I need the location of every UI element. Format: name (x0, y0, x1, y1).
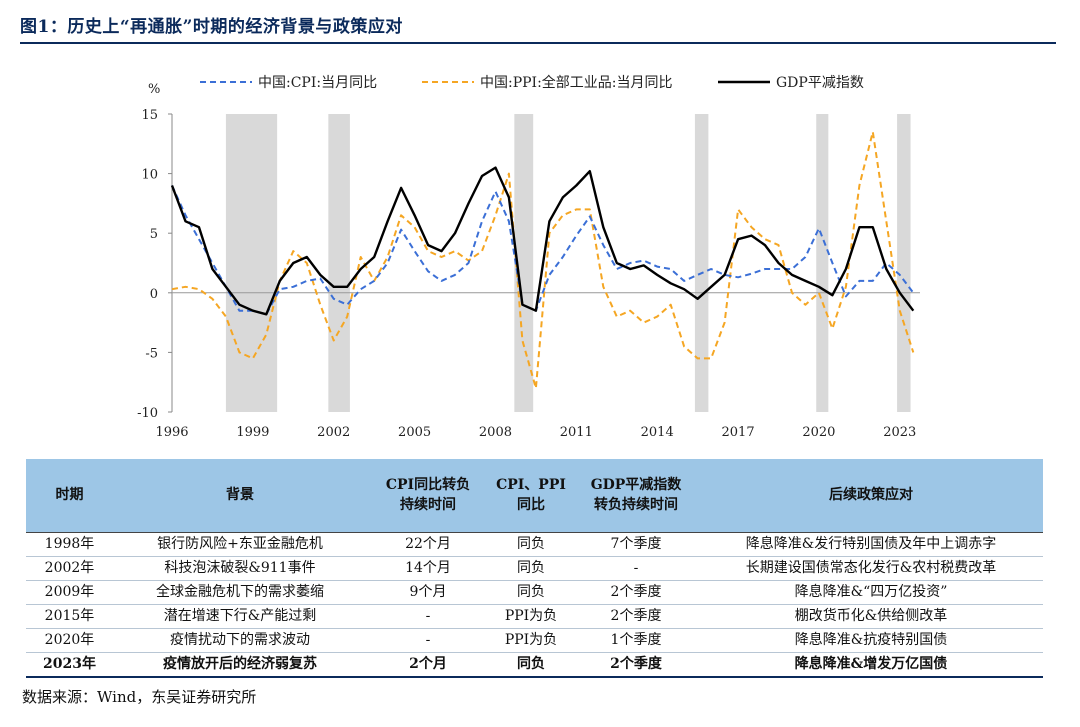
legend-label-ppi: 中国:PPI:全部工业品:当月同比 (480, 74, 673, 91)
shaded-period (897, 114, 911, 412)
shaded-period (816, 114, 829, 412)
cell-background: 疫情放开后的经济弱复苏 (113, 652, 367, 678)
shaded-period (328, 114, 350, 412)
x-tick-label: 2023 (883, 425, 916, 440)
shaded-period (694, 114, 709, 412)
cell-cpi-ppi: PPI为负 (489, 604, 573, 629)
y-tick-label: -5 (145, 346, 158, 361)
cell-period: 2023年 (26, 652, 113, 678)
cell-cpi-duration: 14个月 (367, 556, 489, 581)
y-tick-label: 0 (150, 287, 158, 302)
y-tick-label: -10 (137, 406, 158, 421)
cell-policy: 降息降准&“四万亿投资” (699, 580, 1043, 605)
cell-background: 疫情扰动下的需求波动 (113, 628, 367, 653)
legend-label-gdp-deflator: GDP平减指数 (776, 75, 864, 91)
table-row: 2015年 潜在增速下行&产能过剩 - PPI为负 2个季度 棚改货币化&供给侧改革 (26, 604, 1043, 629)
chart-series (170, 130, 915, 390)
col-header-policy: 后续政策应对 (699, 459, 1043, 532)
col-header-gdp-deflator-text: GDP平减指数转负持续时间 (590, 477, 682, 514)
figure-title: 图1：历史上“再通胀”时期的经济背景与政策应对 (20, 17, 403, 37)
x-tick-label: 2020 (802, 425, 835, 440)
cell-background: 全球金融危机下的需求萎缩 (113, 580, 367, 605)
x-tick-label: 1999 (236, 425, 269, 440)
series-line-ppi (171, 130, 915, 390)
title-rule (20, 42, 1056, 44)
cell-cpi-duration: - (367, 628, 489, 653)
cell-cpi-duration: - (367, 604, 489, 629)
x-tick-label: 2017 (722, 425, 755, 440)
recession-shading (225, 114, 911, 412)
cell-cpi-ppi: 同负 (489, 652, 573, 678)
cell-cpi-ppi: 同负 (489, 556, 573, 581)
y-tick-label: 15 (141, 108, 158, 123)
col-header-cpi-ppi-text: CPI、PPI同比 (496, 477, 566, 514)
table-row: 2020年 疫情扰动下的需求波动 - PPI为负 1个季度 降息降准&抗疫特别国债 (26, 628, 1043, 653)
x-tick-label: 2008 (479, 425, 512, 440)
cell-background: 潜在增速下行&产能过剩 (113, 604, 367, 629)
cell-period: 2002年 (26, 556, 113, 581)
y-axis-unit: % (148, 82, 160, 97)
cell-period: 1998年 (26, 531, 113, 557)
cell-background: 银行防风险+东亚金融危机 (113, 531, 367, 557)
cell-gdp-deflator: 2个季度 (573, 604, 699, 629)
cell-period: 2015年 (26, 604, 113, 629)
col-header-cpi-duration-text: CPI同比转负持续时间 (385, 477, 471, 514)
x-tick-label: 1996 (155, 425, 188, 440)
cell-gdp-deflator: 2个季度 (573, 580, 699, 605)
series-line-gdp-deflator (170, 166, 915, 316)
x-tick-label: 2002 (317, 425, 350, 440)
col-header-background: 背景 (113, 459, 367, 532)
chart-axes: -10 -5 0 5 10 15% 1996 1999 2002 2005 2008 2011 2014… (137, 82, 920, 440)
shaded-period (514, 114, 534, 412)
policy-table: 时期 背景 CPI同比转负持续时间 CPI、PPI同比 GDP平减指数转负持续时… (26, 459, 1043, 678)
cell-background: 科技泡沫破裂&911事件 (113, 556, 367, 581)
legend-label-cpi: 中国:CPI:当月同比 (258, 75, 377, 91)
shaded-period (225, 114, 278, 412)
cell-policy: 降息降准&增发万亿国债 (699, 652, 1043, 678)
cell-policy: 降息降准&发行特别国债及年中上调赤字 (699, 531, 1043, 557)
cell-policy: 降息降准&抗疫特别国债 (699, 628, 1043, 653)
cell-period: 2020年 (26, 628, 113, 653)
cell-cpi-duration: 9个月 (367, 580, 489, 605)
col-header-cpi-ppi: CPI、PPI同比 (489, 459, 573, 532)
col-header-cpi-duration: CPI同比转负持续时间 (367, 459, 489, 532)
series-line-cpi (171, 185, 915, 316)
cell-gdp-deflator: 1个季度 (573, 628, 699, 653)
x-tick-label: 2005 (398, 425, 431, 440)
col-header-period: 时期 (26, 459, 113, 532)
x-tick-label: 2011 (560, 425, 593, 440)
cell-policy: 棚改货币化&供给侧改革 (699, 604, 1043, 629)
cell-cpi-ppi: PPI为负 (489, 628, 573, 653)
policy-table-body: 1998年 银行防风险+东亚金融危机 22个月 同负 7个季度 降息降准&发行特别国债及年… (26, 531, 1043, 678)
inflation-line-chart: -10 -5 0 5 10 15% 1996 1999 2002 2005 2008 2011 2014… (137, 74, 920, 440)
cell-policy: 长期建设国债常态化发行&农村税费改革 (699, 556, 1043, 581)
y-tick-label: 5 (150, 227, 158, 242)
chart-legend: 中国:CPI:当月同比 中国:PPI:全部工业品:当月同比 GDP平减指数 (200, 74, 864, 91)
col-header-gdp-deflator: GDP平减指数转负持续时间 (573, 459, 699, 532)
x-tick-label: 2014 (641, 425, 674, 440)
cell-period: 2009年 (26, 580, 113, 605)
y-tick-label: 10 (141, 168, 158, 183)
table-row: 1998年 银行防风险+东亚金融危机 22个月 同负 7个季度 降息降准&发行特别国债及年… (26, 531, 1043, 557)
cell-cpi-ppi: 同负 (489, 580, 573, 605)
cell-gdp-deflator: - (573, 556, 699, 581)
data-source: 数据来源：Wind，东吴证券研究所 (22, 688, 257, 706)
cell-gdp-deflator: 7个季度 (573, 531, 699, 557)
cell-cpi-duration: 2个月 (367, 652, 489, 678)
table-row: 2002年 科技泡沫破裂&911事件 14个月 同负 - 长期建设国债常态化发行&农村税费… (26, 556, 1043, 581)
cell-cpi-ppi: 同负 (489, 531, 573, 557)
cell-gdp-deflator: 2个季度 (573, 652, 699, 678)
cell-cpi-duration: 22个月 (367, 531, 489, 557)
table-row: 2023年 疫情放开后的经济弱复苏 2个月 同负 2个季度 降息降准&增发万亿国债 (26, 652, 1043, 678)
table-row: 2009年 全球金融危机下的需求萎缩 9个月 同负 2个季度 降息降准&“四万亿投资” (26, 580, 1043, 605)
